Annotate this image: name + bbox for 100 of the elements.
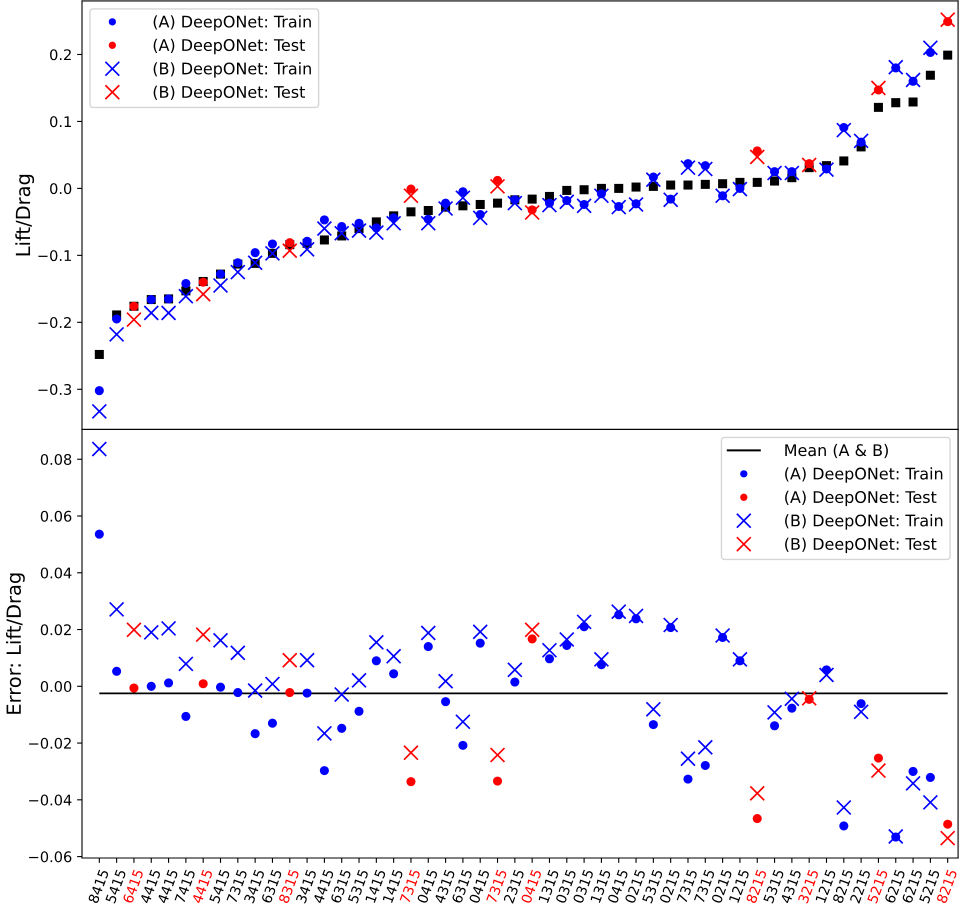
point [559,632,575,648]
point [839,821,848,830]
y-tick-label: 0.04 [40,567,72,579]
y-tick-label: 0.06 [40,510,72,522]
point [493,776,502,786]
point [576,198,592,214]
point [544,654,554,664]
y-tick-label: 0.02 [40,624,71,636]
point [580,185,589,194]
point [662,192,678,208]
point [700,180,710,189]
point [524,622,540,638]
point [250,248,260,258]
legend-label: (B) DeepONet: Test [154,86,305,102]
point [94,386,104,396]
point [247,254,263,271]
point [316,220,332,236]
y-axis-title: Lift/Drag [15,174,34,256]
point [372,656,381,666]
point [507,195,523,211]
point [126,312,142,328]
x-tick-label: 0415 [416,868,438,904]
point [420,215,436,231]
point [926,772,935,782]
point [455,714,471,730]
point [337,724,346,733]
point [943,820,952,829]
point [112,666,122,676]
point [472,624,488,640]
point [888,59,904,75]
point [320,766,329,776]
point [594,652,610,668]
y-tick-label: −0.1 [38,250,71,262]
point [476,200,485,209]
point [476,638,485,648]
y-tick-label: −0.06 [29,851,72,862]
point [354,706,364,716]
point [198,679,208,688]
point [648,720,658,730]
point [126,622,142,638]
point [212,632,228,648]
point [406,777,416,786]
point [680,160,696,176]
point [594,188,610,204]
legend-label: Mean (A & B) [785,444,888,458]
point [160,620,176,636]
point [455,190,471,206]
point [247,682,263,698]
y-tick-label: 0.0 [50,183,72,194]
point [195,286,211,302]
point [836,122,852,138]
point [438,200,454,216]
point [749,149,766,165]
point [714,628,730,644]
point [940,12,956,28]
point [662,617,678,633]
x-tick-label: 6315 [451,868,473,904]
point [943,50,952,60]
point [784,691,800,707]
point [628,608,644,624]
point [282,242,298,258]
point [181,712,190,721]
point [108,602,124,618]
point [368,634,384,650]
point [870,762,886,778]
point [770,176,780,186]
point [610,604,627,620]
point [528,634,537,644]
y-tick-label: 0.08 [40,454,72,466]
point [216,682,226,692]
legend-label: (B) DeepONet: Train [785,514,942,530]
point [438,673,454,689]
point [94,530,104,539]
point [143,624,160,640]
point [562,186,572,195]
point [683,774,692,784]
y-tick-label: −0.04 [29,794,72,806]
point [92,404,108,420]
point [351,222,367,238]
point [112,314,122,324]
point [683,180,692,190]
legend-label: (A) DeepONet: Train [785,467,942,483]
point [528,194,537,204]
legend-label: (A) DeepONet: Test [785,490,936,506]
point [787,704,796,713]
point [732,181,748,197]
point [458,201,468,210]
y-tick-label: −0.02 [29,738,71,749]
point [424,642,433,652]
point [493,198,502,208]
point [922,40,938,56]
point [926,70,935,80]
point [905,72,921,88]
legend-label: (B) DeepONet: Train [154,62,311,78]
point [628,196,644,212]
point [354,218,364,228]
point [406,184,416,194]
point [718,179,728,188]
point [856,699,866,708]
legend-label: (A) DeepONet: Train [154,15,311,31]
